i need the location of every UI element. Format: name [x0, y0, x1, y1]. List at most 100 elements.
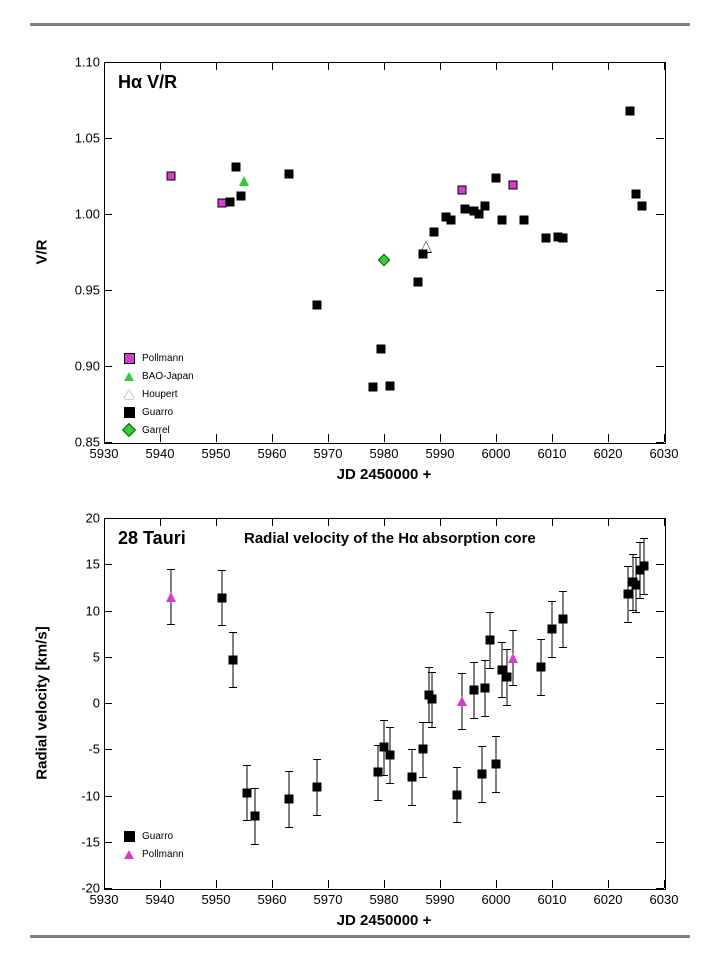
panelA-ytick [104, 214, 112, 215]
panelA-legend-label: BAO-Japan [142, 371, 194, 382]
panelA-point-pollmann [508, 181, 517, 190]
panelB-errorcap [624, 622, 632, 623]
panelB-ytick-label: 5 [62, 649, 100, 664]
panelA-xtick-top [496, 62, 497, 70]
panelB-plot-area [104, 518, 666, 890]
panelB-errorcap [481, 660, 489, 661]
panelA-xtick-top [104, 62, 105, 70]
panelA-point-guarro [368, 383, 377, 392]
panelA-xtick-top [552, 62, 553, 70]
panelA-point-guarro [637, 202, 646, 211]
panelB-xtick [384, 880, 385, 888]
panelB-ytick-right [656, 842, 664, 843]
panelA-xtick-top [328, 62, 329, 70]
panelB-subtitle: Radial velocity of the Hα absorption cor… [244, 530, 536, 547]
panelB-errorcap [537, 695, 545, 696]
panelB-errorcap [486, 668, 494, 669]
panelB-errorcap [243, 820, 251, 821]
panelA-xtick-label: 5950 [202, 446, 231, 461]
panelA-legend-item: BAO-Japan [122, 368, 194, 384]
panelB-point-guarro [486, 636, 495, 645]
panelA-point-guarro [312, 301, 321, 310]
panelB-errorcap [470, 718, 478, 719]
panelB-errorcap [503, 649, 511, 650]
panelB-errorcap [632, 612, 640, 613]
panelA-legend-label: Houpert [142, 389, 178, 400]
panelB-xtick [104, 880, 105, 888]
panelA-xtick-top [272, 62, 273, 70]
panelB-xtick-label: 5960 [258, 892, 287, 907]
panelA-legend-swatch [122, 369, 136, 383]
panelB-ytick [104, 796, 112, 797]
panelB-xtick-top [328, 518, 329, 526]
panelA-legend-swatch [122, 405, 136, 419]
panelB-errorcap [428, 672, 436, 673]
panelB-xtick [440, 880, 441, 888]
panelB-errorcap [498, 642, 506, 643]
panelA-xtick-label: 5990 [426, 446, 455, 461]
panelB-point-pollmann [508, 653, 518, 663]
panelA-ylabel: V/R [34, 239, 51, 264]
panelA-point-guarro [626, 106, 635, 115]
panelB-errorcap [251, 788, 259, 789]
panelB-errorcap [285, 827, 293, 828]
panelA-xtick-top [440, 62, 441, 70]
panelA-point-guarro [231, 162, 240, 171]
panelB-errorcap [425, 667, 433, 668]
panelB-xtick-label: 5980 [370, 892, 399, 907]
panelB-errorcap [640, 538, 648, 539]
panelB-errorcap [229, 687, 237, 688]
panelB-point-guarro [312, 783, 321, 792]
panelB-xtick-top [272, 518, 273, 526]
panelA-point-guarro [497, 216, 506, 225]
panelB-errorcap [453, 822, 461, 823]
panelB-point-guarro [385, 750, 394, 759]
panelB-legend-item: Guarro [122, 828, 184, 844]
panelB-errorcap [380, 775, 388, 776]
panelB-point-guarro [228, 655, 237, 664]
page-rule [30, 935, 690, 938]
panelA-ytick [104, 138, 112, 139]
panelA-point-guarro [226, 197, 235, 206]
panelA-ytick [104, 62, 112, 63]
panelA-xtick-top [664, 62, 665, 70]
panelA-ytick-label: 1.05 [62, 131, 100, 146]
panelB-title: 28 Tauri [118, 528, 186, 549]
panelA-xlabel: JD 2450000 + [337, 466, 432, 483]
panelB-ytick [104, 518, 112, 519]
panelB-errorcap [218, 570, 226, 571]
panelB-xtick-label: 5950 [202, 892, 231, 907]
panelA-ytick-right [656, 214, 664, 215]
panelB-xtick-label: 6000 [482, 892, 511, 907]
panelB-ytick-right [656, 518, 664, 519]
panelB-point-guarro [559, 614, 568, 623]
panelB-point-guarro [469, 686, 478, 695]
panelA-ytick-label: 1.10 [62, 55, 100, 70]
panelB-errorcap [492, 736, 500, 737]
panelB-point-guarro [536, 662, 545, 671]
panelB-errorcap [285, 771, 293, 772]
panelA-xtick-label: 5980 [370, 446, 399, 461]
panelB-point-guarro [503, 673, 512, 682]
panelA-ytick-label: 0.95 [62, 283, 100, 298]
panelB-legend: GuarroPollmann [122, 828, 184, 864]
panelB-ytick [104, 888, 112, 889]
panelB-ytick-label: 15 [62, 557, 100, 572]
panelA-ytick [104, 290, 112, 291]
panelA-point-guarro [419, 249, 428, 258]
panelB-xtick [328, 880, 329, 888]
panelA-ytick-right [656, 290, 664, 291]
panelA-xtick [384, 434, 385, 442]
panelA-title: Hα V/R [118, 72, 177, 93]
panelA-xtick-label: 6000 [482, 446, 511, 461]
panelB-point-guarro [242, 788, 251, 797]
panelB-ytick-label: 0 [62, 696, 100, 711]
panelB-ytick [104, 657, 112, 658]
panelA-ytick-right [656, 366, 664, 367]
panelB-legend-swatch [122, 829, 136, 843]
panelA-xtick-top [608, 62, 609, 70]
panelA-xtick [440, 434, 441, 442]
panelB-xtick [216, 880, 217, 888]
panelB-errorcap [243, 765, 251, 766]
panelA-legend-label: Pollmann [142, 353, 184, 364]
